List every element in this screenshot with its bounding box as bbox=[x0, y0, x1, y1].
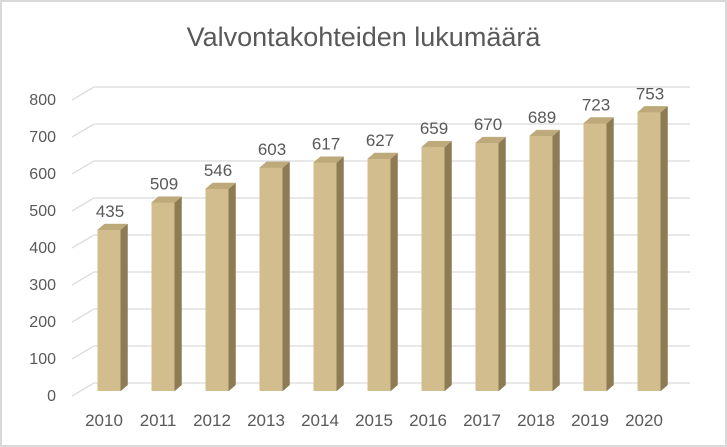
value-label: 509 bbox=[150, 175, 178, 194]
bar-front-face bbox=[151, 202, 175, 391]
bar-front-face bbox=[529, 136, 553, 391]
bar-front-face bbox=[259, 167, 283, 391]
gridline bbox=[71, 86, 690, 101]
value-label: 670 bbox=[474, 115, 502, 134]
y-axis-label: 100 bbox=[29, 351, 56, 368]
x-axis-label: 2012 bbox=[193, 411, 231, 430]
y-axis-label: 500 bbox=[29, 203, 56, 220]
x-axis-label: 2013 bbox=[247, 411, 285, 430]
x-axis-label: 2011 bbox=[140, 411, 177, 430]
y-axis-label: 200 bbox=[29, 314, 56, 331]
bar-front-face bbox=[421, 147, 445, 391]
bar-side-face bbox=[552, 129, 560, 392]
y-axis-label: 600 bbox=[29, 166, 56, 183]
x-axis-label: 2020 bbox=[625, 411, 663, 430]
y-axis-label: 800 bbox=[29, 92, 56, 109]
bar-side-face bbox=[444, 140, 452, 392]
x-axis-label: 2014 bbox=[301, 411, 339, 430]
y-axis-label: 400 bbox=[29, 240, 56, 257]
bar-side-face bbox=[120, 223, 128, 392]
x-axis-label: 2018 bbox=[517, 411, 555, 430]
bar-side-face bbox=[660, 105, 668, 392]
bar-front-face bbox=[637, 112, 661, 391]
x-axis-label: 2019 bbox=[571, 411, 609, 430]
y-axis-label: 300 bbox=[29, 277, 56, 294]
bar-front-face bbox=[205, 188, 229, 391]
y-axis-label: 0 bbox=[47, 388, 56, 405]
value-label: 753 bbox=[636, 84, 664, 103]
value-label: 689 bbox=[528, 108, 556, 127]
bar-front-face bbox=[475, 143, 499, 391]
bar-front-face bbox=[367, 159, 391, 391]
x-axis-label: 2015 bbox=[355, 411, 393, 430]
value-label: 627 bbox=[366, 131, 394, 150]
value-label: 723 bbox=[582, 95, 610, 114]
x-axis-label: 2016 bbox=[409, 411, 447, 430]
bar-side-face bbox=[606, 116, 614, 392]
bar-side-face bbox=[390, 152, 398, 392]
value-label: 659 bbox=[420, 119, 448, 138]
bar-side-face bbox=[336, 156, 344, 392]
bar-side-face bbox=[282, 161, 290, 392]
x-axis-label: 2017 bbox=[463, 411, 501, 430]
bar-front-face bbox=[583, 123, 607, 392]
value-label: 546 bbox=[204, 161, 232, 180]
value-label: 435 bbox=[96, 202, 124, 221]
x-axis-label: 2010 bbox=[85, 411, 123, 430]
y-axis-label: 700 bbox=[29, 129, 56, 146]
bar-side-face bbox=[228, 182, 236, 392]
bar-front-face bbox=[97, 230, 121, 391]
bar-side-face bbox=[498, 136, 506, 392]
gridline bbox=[71, 123, 690, 138]
chart-title: Valvontakohteiden lukumäärä bbox=[186, 22, 541, 52]
value-label: 603 bbox=[258, 140, 286, 159]
bar-side-face bbox=[174, 196, 182, 392]
value-label: 617 bbox=[312, 135, 340, 154]
bar-front-face bbox=[313, 162, 337, 391]
